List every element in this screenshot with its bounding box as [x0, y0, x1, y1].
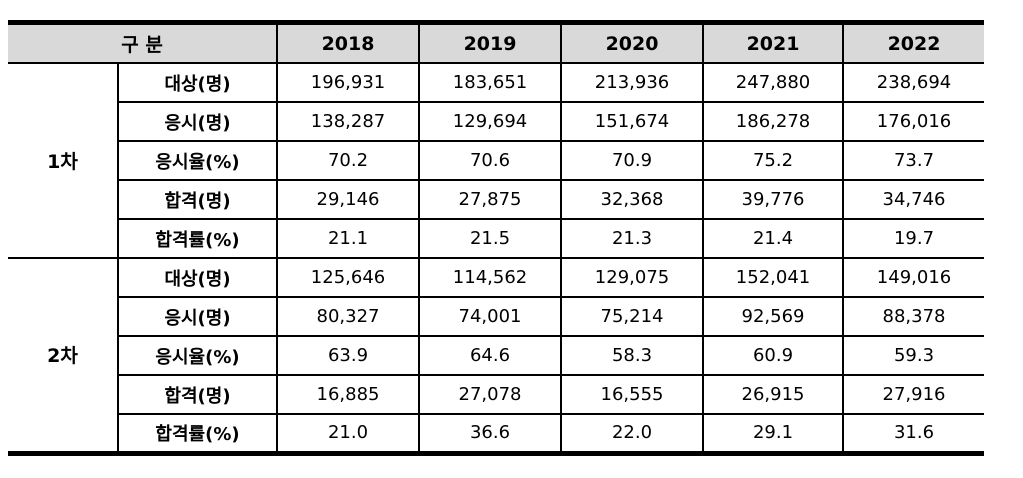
value-cell: 75,214	[560, 296, 705, 337]
header-cell-year: 2021	[702, 21, 845, 64]
group-label-round2: 2차	[8, 257, 119, 454]
value-cell: 31.6	[842, 413, 985, 454]
value-cell: 88,378	[842, 296, 985, 337]
value-cell: 27,916	[842, 374, 985, 415]
value-cell: 238,694	[842, 62, 985, 103]
value-cell: 21.1	[276, 218, 421, 259]
value-cell: 27,875	[418, 179, 563, 220]
value-cell: 176,016	[842, 101, 985, 142]
value-cell: 129,075	[560, 257, 705, 298]
value-cell: 80,327	[276, 296, 421, 337]
value-cell: 63.9	[276, 335, 421, 376]
value-cell: 21.0	[276, 413, 421, 454]
value-cell: 73.7	[842, 140, 985, 181]
row-label: 응시(명)	[116, 101, 279, 142]
table-row: 2차 대상(명) 125,646 114,562 129,075 152,041…	[8, 257, 985, 454]
value-cell: 138,287	[276, 101, 421, 142]
table-row: 합격(명) 29,146 27,875 32,368 39,776 34,746	[8, 179, 985, 220]
value-cell: 213,936	[560, 62, 705, 103]
row-label: 합격률(%)	[116, 218, 279, 259]
header-cell-year: 2019	[418, 21, 563, 64]
table-row: 합격(명) 16,885 27,078 16,555 26,915 27,916	[8, 374, 985, 415]
value-cell: 58.3	[560, 335, 705, 376]
value-cell: 19.7	[842, 218, 985, 259]
value-cell: 16,885	[276, 374, 421, 415]
value-cell: 21.4	[702, 218, 845, 259]
value-cell: 74,001	[418, 296, 563, 337]
value-cell: 92,569	[702, 296, 845, 337]
header-row: 구 분 2018 2019 2020 2021 2022	[8, 21, 985, 64]
value-cell: 70.9	[560, 140, 705, 181]
value-cell: 29.1	[702, 413, 845, 454]
value-cell: 22.0	[560, 413, 705, 454]
table-row: 합격률(%) 21.1 21.5 21.3 21.4 19.7	[8, 218, 985, 259]
value-cell: 75.2	[702, 140, 845, 181]
value-cell: 183,651	[418, 62, 563, 103]
row-label: 대상(명)	[116, 257, 279, 298]
value-cell: 129,694	[418, 101, 563, 142]
value-cell: 151,674	[560, 101, 705, 142]
value-cell: 60.9	[702, 335, 845, 376]
value-cell: 34,746	[842, 179, 985, 220]
value-cell: 196,931	[276, 62, 421, 103]
value-cell: 29,146	[276, 179, 421, 220]
value-cell: 114,562	[418, 257, 563, 298]
exam-statistics-table: 구 분 2018 2019 2020 2021 2022 1차 대상(명) 19…	[8, 20, 985, 456]
row-label: 응시(명)	[116, 296, 279, 337]
table-row: 응시율(%) 63.9 64.6 58.3 60.9 59.3	[8, 335, 985, 376]
value-cell: 152,041	[702, 257, 845, 298]
table-row: 합격률(%) 21.0 36.6 22.0 29.1 31.6	[8, 413, 985, 454]
row-label: 합격(명)	[116, 179, 279, 220]
row-label: 대상(명)	[116, 62, 279, 103]
header-cell-year: 2020	[560, 21, 705, 64]
value-cell: 59.3	[842, 335, 985, 376]
header-cell-category: 구 분	[8, 21, 279, 64]
header-cell-year: 2022	[842, 21, 985, 64]
table-row: 응시율(%) 70.2 70.6 70.9 75.2 73.7	[8, 140, 985, 181]
value-cell: 39,776	[702, 179, 845, 220]
row-label: 합격률(%)	[116, 413, 279, 454]
row-label: 응시율(%)	[116, 140, 279, 181]
row-label: 응시율(%)	[116, 335, 279, 376]
value-cell: 36.6	[418, 413, 563, 454]
row-label: 합격(명)	[116, 374, 279, 415]
value-cell: 16,555	[560, 374, 705, 415]
header-cell-year: 2018	[276, 21, 421, 64]
value-cell: 32,368	[560, 179, 705, 220]
value-cell: 64.6	[418, 335, 563, 376]
value-cell: 125,646	[276, 257, 421, 298]
value-cell: 186,278	[702, 101, 845, 142]
value-cell: 21.3	[560, 218, 705, 259]
value-cell: 149,016	[842, 257, 985, 298]
value-cell: 26,915	[702, 374, 845, 415]
table-row: 1차 대상(명) 196,931 183,651 213,936 247,880…	[8, 62, 985, 259]
value-cell: 27,078	[418, 374, 563, 415]
value-cell: 70.2	[276, 140, 421, 181]
value-cell: 21.5	[418, 218, 563, 259]
value-cell: 70.6	[418, 140, 563, 181]
value-cell: 247,880	[702, 62, 845, 103]
table-row: 응시(명) 80,327 74,001 75,214 92,569 88,378	[8, 296, 985, 337]
group-label-round1: 1차	[8, 62, 119, 259]
table-row: 응시(명) 138,287 129,694 151,674 186,278 17…	[8, 101, 985, 142]
